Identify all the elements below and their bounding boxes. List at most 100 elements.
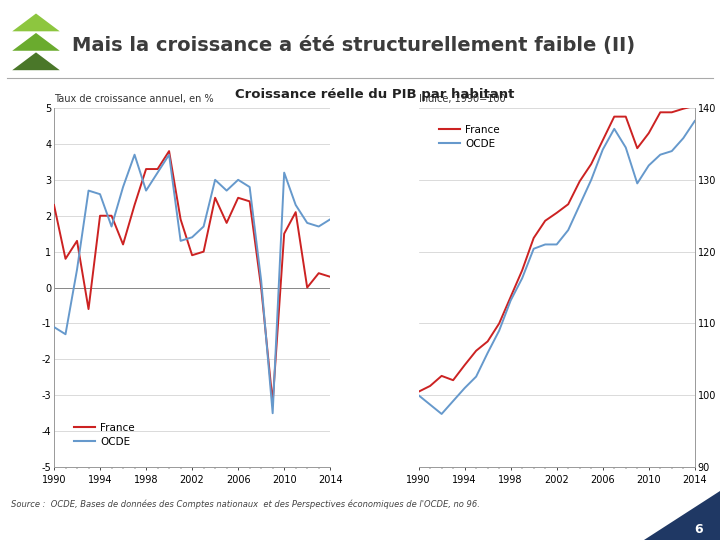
OCDE: [656, 151, 665, 158]
OCDE: [460, 385, 469, 392]
France: [667, 109, 676, 116]
OCDE: [679, 135, 688, 141]
France: [690, 103, 699, 109]
OCDE: [96, 191, 104, 198]
OCDE: [280, 170, 289, 176]
OCDE: [518, 275, 526, 281]
OCDE: [292, 202, 300, 208]
OCDE: [621, 144, 630, 151]
France: [460, 362, 469, 368]
France: [495, 320, 503, 327]
OCDE: [326, 216, 335, 222]
OCDE: [176, 238, 185, 244]
France: [472, 348, 480, 354]
OCDE: [269, 410, 277, 416]
OCDE: [234, 177, 243, 183]
France: [257, 284, 266, 291]
OCDE: [119, 184, 127, 190]
OCDE: [165, 151, 174, 158]
OCDE: [211, 177, 220, 183]
France: [73, 238, 81, 244]
OCDE: [564, 227, 572, 233]
OCDE: [199, 223, 208, 230]
France: [130, 202, 139, 208]
Line: France: France: [418, 106, 695, 392]
Legend: France, OCDE: France, OCDE: [435, 120, 504, 153]
OCDE: [246, 184, 254, 190]
France: [107, 212, 116, 219]
Legend: France, OCDE: France, OCDE: [71, 418, 139, 451]
France: [506, 294, 515, 300]
OCDE: [222, 187, 231, 194]
France: [119, 241, 127, 248]
France: [610, 113, 618, 120]
OCDE: [541, 241, 549, 248]
Text: Mais la croissance a été structurellement faible (II): Mais la croissance a été structurellemen…: [72, 36, 635, 56]
OCDE: [107, 223, 116, 230]
OCDE: [575, 202, 584, 208]
France: [61, 255, 70, 262]
France: [633, 145, 642, 151]
Line: OCDE: OCDE: [418, 121, 695, 414]
OCDE: [50, 324, 58, 330]
France: [199, 248, 208, 255]
Line: France: France: [54, 151, 330, 402]
France: [414, 388, 423, 395]
Text: Source :  OCDE, Bases de données des Comptes nationaux  et des Perspectives écon: Source : OCDE, Bases de données des Comp…: [11, 500, 480, 509]
OCDE: [414, 392, 423, 399]
OCDE: [610, 126, 618, 132]
France: [587, 161, 595, 167]
France: [84, 306, 93, 312]
OCDE: [142, 187, 150, 194]
OCDE: [598, 146, 607, 153]
France: [292, 209, 300, 215]
OCDE: [188, 234, 197, 240]
OCDE: [130, 151, 139, 158]
France: [211, 194, 220, 201]
France: [679, 105, 688, 112]
Text: 6: 6: [695, 523, 703, 536]
OCDE: [506, 297, 515, 303]
France: [575, 178, 584, 185]
France: [598, 137, 607, 144]
France: [541, 218, 549, 224]
France: [50, 202, 58, 208]
OCDE: [303, 220, 312, 226]
France: [280, 231, 289, 237]
France: [153, 166, 162, 172]
OCDE: [257, 277, 266, 284]
France: [483, 338, 492, 345]
OCDE: [426, 401, 434, 408]
Text: Taux de croissance annuel, en %: Taux de croissance annuel, en %: [54, 94, 214, 104]
France: [564, 201, 572, 207]
France: [437, 373, 446, 379]
France: [188, 252, 197, 259]
OCDE: [472, 373, 480, 380]
OCDE: [552, 241, 561, 248]
France: [269, 399, 277, 406]
OCDE: [633, 180, 642, 187]
OCDE: [587, 177, 595, 183]
OCDE: [644, 162, 653, 168]
France: [96, 212, 104, 219]
OCDE: [437, 411, 446, 417]
France: [518, 267, 526, 274]
France: [621, 113, 630, 120]
Text: Croissance réelle du PIB par habitant: Croissance réelle du PIB par habitant: [235, 88, 514, 101]
France: [529, 235, 538, 241]
France: [246, 198, 254, 205]
France: [222, 220, 231, 226]
France: [426, 383, 434, 389]
France: [449, 377, 457, 383]
OCDE: [529, 246, 538, 252]
Line: OCDE: OCDE: [54, 154, 330, 413]
France: [326, 274, 335, 280]
France: [644, 130, 653, 137]
France: [303, 284, 312, 291]
France: [656, 109, 665, 116]
OCDE: [449, 398, 457, 404]
France: [234, 194, 243, 201]
OCDE: [153, 170, 162, 176]
France: [176, 216, 185, 222]
OCDE: [73, 266, 81, 273]
